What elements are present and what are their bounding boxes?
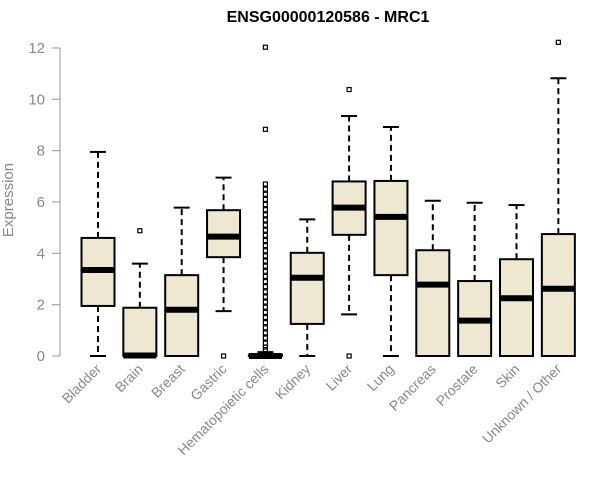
outlier-point [262, 191, 268, 197]
outlier-point [262, 237, 268, 244]
y-tick-label: 2 [37, 297, 45, 314]
box-iqr [164, 274, 200, 357]
x-category-label: Brain [112, 361, 146, 395]
box-group [80, 150, 116, 357]
box-iqr [499, 258, 534, 357]
outlier-point [262, 335, 268, 341]
y-tick-label: 4 [37, 245, 45, 262]
x-category-label: Liver [322, 361, 355, 394]
box-group [122, 228, 158, 359]
outlier-point [262, 207, 268, 213]
x-category-label: Pancreas [386, 361, 439, 414]
x-category-label: Breast [148, 361, 188, 401]
outlier-point [262, 330, 268, 336]
y-axis-label: Expression [0, 163, 17, 237]
box-group [331, 86, 367, 359]
outlier-point [262, 278, 268, 285]
outlier-point [262, 196, 268, 203]
outlier-point [262, 253, 268, 259]
outlier-point [262, 289, 268, 295]
x-category-label: Lung [364, 361, 397, 394]
box-iqr [373, 179, 409, 277]
outlier-point [262, 212, 268, 218]
outlier-point [262, 258, 268, 264]
box-group [247, 44, 283, 359]
outlier-point [346, 353, 352, 359]
y-tick-label: 6 [37, 194, 45, 211]
box-group [289, 218, 325, 357]
box-iqr [540, 233, 576, 358]
outlier-point [262, 309, 268, 315]
box-group [373, 126, 409, 357]
outlier-point [262, 268, 268, 274]
box-series [80, 39, 576, 359]
y-tick-label: 8 [37, 143, 45, 160]
box-group [206, 176, 242, 359]
outlier-point [262, 314, 268, 321]
box-group [164, 206, 200, 357]
y-tick-label: 10 [28, 91, 45, 108]
outlier-point [346, 86, 352, 93]
outlier-point [262, 284, 268, 290]
y-axis-ticks: 0 2 4 6 8 10 12 [28, 40, 60, 365]
box-iqr [289, 251, 325, 325]
outlier-point [262, 294, 268, 300]
outlier-point [262, 248, 268, 254]
outlier-point [262, 346, 268, 353]
box-iqr [122, 306, 158, 357]
outlier-point [262, 201, 268, 208]
x-category-label: Skin [492, 361, 523, 392]
box-iqr [415, 249, 451, 357]
outlier-point [137, 228, 143, 234]
chart-title: ENSG00000120586 - MRC1 [227, 9, 430, 26]
box-group [457, 201, 493, 358]
outlier-point [262, 299, 268, 305]
outlier-point [262, 304, 268, 310]
outlier-point [262, 181, 268, 187]
outlier-point [262, 186, 268, 192]
outlier-point [262, 320, 268, 326]
outlier-point [262, 227, 268, 233]
outlier-point [262, 217, 268, 223]
outlier-point [262, 273, 268, 280]
y-tick-label: 12 [28, 40, 45, 57]
x-category-label: Kidney [272, 361, 314, 403]
outlier-point [262, 325, 268, 331]
box-group [499, 204, 534, 357]
x-category-label: Prostate [433, 361, 481, 409]
outlier-point [262, 243, 268, 249]
box-group [540, 39, 576, 358]
outlier-point [220, 353, 227, 359]
outlier-point [555, 39, 561, 45]
outlier-point [262, 232, 268, 238]
x-category-label: Bladder [59, 361, 105, 407]
outlier-point [262, 263, 268, 269]
box-group [415, 199, 451, 357]
outlier-point [262, 126, 268, 132]
outlier-point [262, 222, 268, 228]
outlier-point [262, 44, 268, 50]
x-category-label: Unknown / Other [479, 361, 565, 447]
y-tick-label: 0 [37, 348, 45, 365]
